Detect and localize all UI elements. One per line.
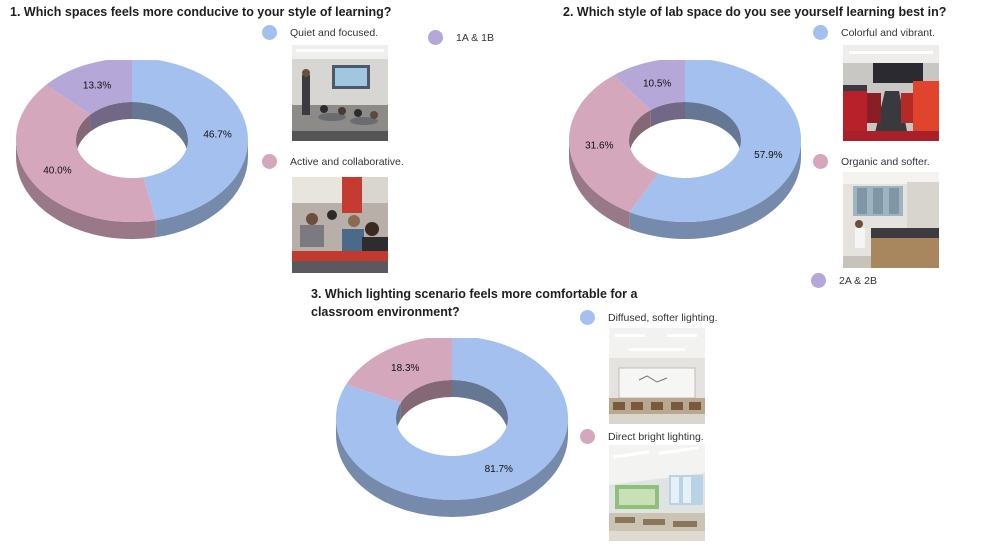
donut-inner-wall bbox=[629, 109, 651, 157]
donut-side-wall bbox=[629, 140, 801, 239]
photo-organic-lab bbox=[843, 172, 939, 268]
donut-inner-wall bbox=[650, 102, 685, 127]
legend-label: Organic and softer. bbox=[841, 155, 930, 168]
donut-slice-0 bbox=[336, 338, 568, 500]
legend-label: Quiet and focused. bbox=[290, 26, 379, 39]
photo-direct-lighting bbox=[609, 445, 705, 541]
legend-dot-purple bbox=[811, 273, 826, 288]
donut-slice-1 bbox=[346, 338, 452, 403]
slice-value-label: 31.6% bbox=[585, 140, 613, 151]
donut-slice-0 bbox=[132, 60, 248, 221]
legend-dot-pink bbox=[262, 154, 277, 169]
legend-label: Diffused, softer lighting. bbox=[608, 311, 718, 324]
q2-legend-item-2a2b: 2A & 2B bbox=[811, 273, 877, 288]
donut-inner-wall bbox=[685, 102, 741, 157]
donut-slice-1 bbox=[16, 85, 156, 222]
legend-label: Active and collaborative. bbox=[290, 155, 404, 168]
q3-donut-chart: 81.7% 18.3% bbox=[336, 338, 568, 517]
q1-legend-item-1a1b: 1A & 1B bbox=[428, 30, 494, 45]
slice-value-label: 10.5% bbox=[643, 79, 671, 90]
donut-inner-wall bbox=[76, 114, 91, 157]
slice-value-label: 18.3% bbox=[391, 363, 419, 374]
q3-legend-item-diffused: Diffused, softer lighting. bbox=[580, 310, 718, 325]
donut-slice-1 bbox=[569, 75, 659, 213]
photo-quiet-classroom bbox=[292, 45, 388, 141]
donut-inner-wall bbox=[452, 380, 508, 435]
legend-dot-blue bbox=[580, 310, 595, 325]
q1-legend-item-active: Active and collaborative. bbox=[262, 154, 404, 169]
donut-slice-2 bbox=[45, 60, 132, 115]
legend-dot-purple bbox=[428, 30, 443, 45]
donut-side-wall bbox=[336, 418, 568, 517]
slice-value-label: 81.7% bbox=[485, 464, 513, 475]
donut-inner-wall bbox=[132, 102, 188, 157]
legend-label: Colorful and vibrant. bbox=[841, 26, 935, 39]
legend-label: Direct bright lighting. bbox=[608, 430, 704, 443]
slice-value-label: 57.9% bbox=[754, 150, 782, 161]
q3-title: 3. Which lighting scenario feels more co… bbox=[311, 285, 637, 321]
q3-title-line1: 3. Which lighting scenario feels more co… bbox=[311, 287, 638, 301]
photo-active-classroom bbox=[292, 177, 388, 273]
legend-dot-pink bbox=[813, 154, 828, 169]
donut-inner-wall bbox=[400, 380, 452, 420]
q1-title: 1. Which spaces feels more conducive to … bbox=[10, 5, 392, 19]
legend-dot-blue bbox=[262, 25, 277, 40]
donut-slice-2 bbox=[613, 60, 685, 110]
legend-label: 1A & 1B bbox=[456, 31, 494, 44]
q2-donut-chart: 57.9% 31.6% 10.5% bbox=[569, 60, 801, 239]
q2-title: 2. Which style of lab space do you see y… bbox=[563, 5, 947, 19]
q2-legend-item-colorful: Colorful and vibrant. bbox=[813, 25, 935, 40]
q2-legend-item-organic: Organic and softer. bbox=[813, 154, 930, 169]
photo-colorful-lab bbox=[843, 45, 939, 141]
legend-dot-pink bbox=[580, 429, 595, 444]
photo-diffused-lighting bbox=[609, 328, 705, 424]
q1-donut-chart: 46.7% 40.0% 13.3% bbox=[16, 60, 248, 239]
slice-value-label: 46.7% bbox=[203, 129, 231, 140]
slice-value-label: 40.0% bbox=[43, 165, 71, 176]
donut-inner-wall bbox=[90, 102, 132, 132]
q3-legend-item-direct: Direct bright lighting. bbox=[580, 429, 704, 444]
legend-dot-blue bbox=[813, 25, 828, 40]
slice-value-label: 13.3% bbox=[83, 81, 111, 92]
legend-label: 2A & 2B bbox=[839, 274, 877, 287]
q1-legend-item-quiet: Quiet and focused. bbox=[262, 25, 378, 40]
donut-side-wall bbox=[16, 140, 156, 239]
donut-slice-0 bbox=[629, 60, 801, 222]
donut-side-wall bbox=[155, 140, 248, 238]
q3-title-line2: classroom environment? bbox=[311, 305, 460, 319]
donut-side-wall bbox=[569, 140, 630, 230]
